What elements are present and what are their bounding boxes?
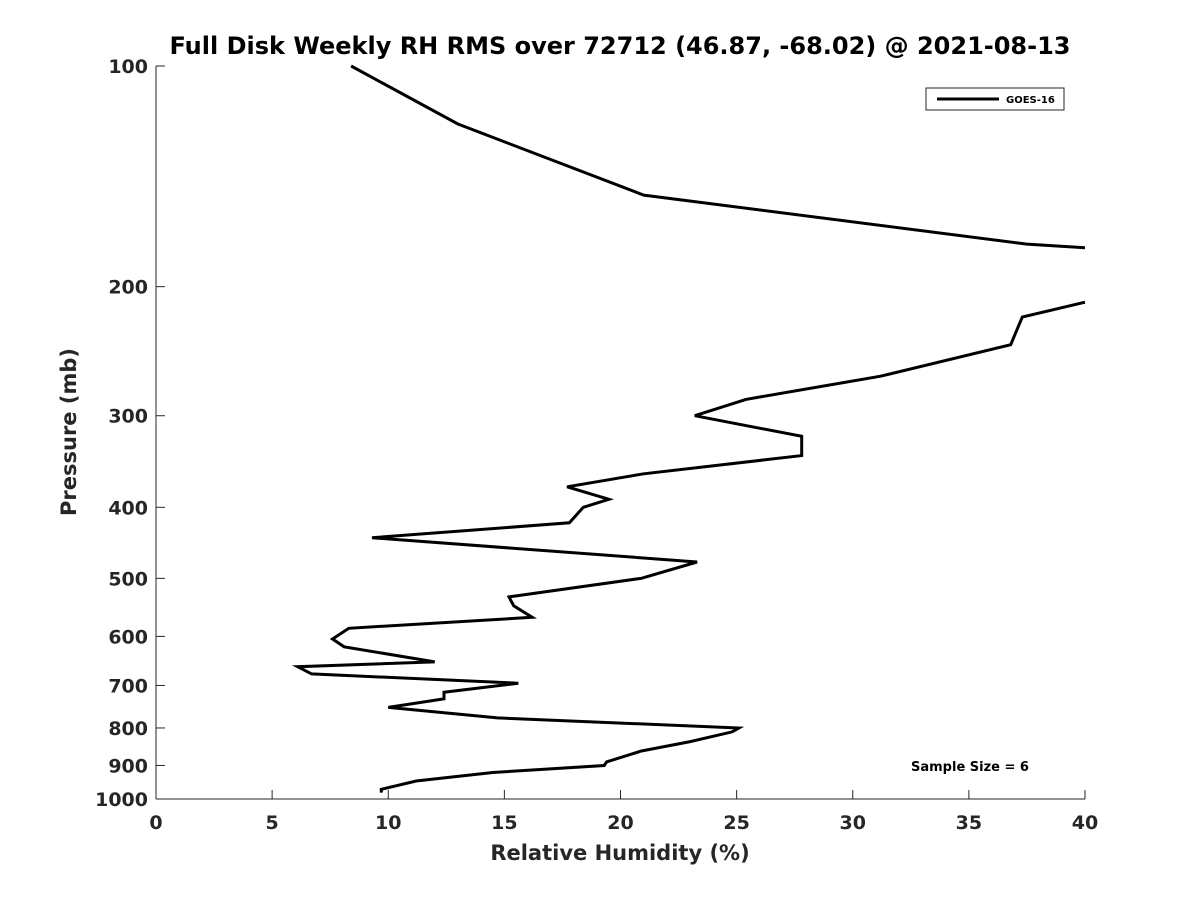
x-axis-label: Relative Humidity (%) bbox=[490, 841, 749, 865]
x-tick-label: 15 bbox=[491, 812, 517, 834]
x-tick-label: 30 bbox=[840, 812, 866, 834]
series-line bbox=[350, 64, 1086, 250]
y-tick-label: 200 bbox=[108, 277, 148, 299]
x-tick-label: 20 bbox=[607, 812, 633, 834]
series-lines bbox=[291, 64, 1086, 793]
x-tick-label: 25 bbox=[723, 812, 749, 834]
legend-entry: GOES-16 bbox=[1006, 95, 1055, 106]
x-tick-label: 0 bbox=[149, 812, 162, 834]
chart-title: Full Disk Weekly RH RMS over 72712 (46.8… bbox=[169, 32, 1070, 60]
y-axis-label: Pressure (mb) bbox=[57, 348, 81, 516]
x-tick-label: 10 bbox=[375, 812, 401, 834]
y-tick-label: 800 bbox=[108, 718, 148, 740]
y-tick-label: 700 bbox=[108, 675, 148, 697]
y-tick-label: 400 bbox=[108, 497, 148, 519]
x-tick-label: 40 bbox=[1072, 812, 1098, 834]
y-axis-ticks: 100 200 300 400 500 600 700 800 900 1000 bbox=[95, 56, 165, 811]
sample-size-annotation: Sample Size = 6 bbox=[911, 760, 1029, 775]
y-tick-label: 500 bbox=[108, 568, 148, 590]
y-tick-label: 900 bbox=[108, 755, 148, 777]
legend: GOES-16 bbox=[925, 87, 1065, 111]
x-axis-ticks: 0 5 10 15 20 25 30 35 40 bbox=[149, 790, 1098, 834]
y-tick-label: 1000 bbox=[95, 789, 148, 811]
y-tick-label: 300 bbox=[108, 406, 148, 428]
y-tick-label: 100 bbox=[108, 56, 148, 78]
y-tick-label: 600 bbox=[108, 626, 148, 648]
plot-area: 0 5 10 15 20 25 30 35 40 100 200 300 400 500 600 700 80… bbox=[95, 56, 1098, 834]
x-tick-label: 5 bbox=[266, 812, 279, 834]
x-tick-label: 35 bbox=[956, 812, 982, 834]
series-line bbox=[291, 300, 1086, 793]
